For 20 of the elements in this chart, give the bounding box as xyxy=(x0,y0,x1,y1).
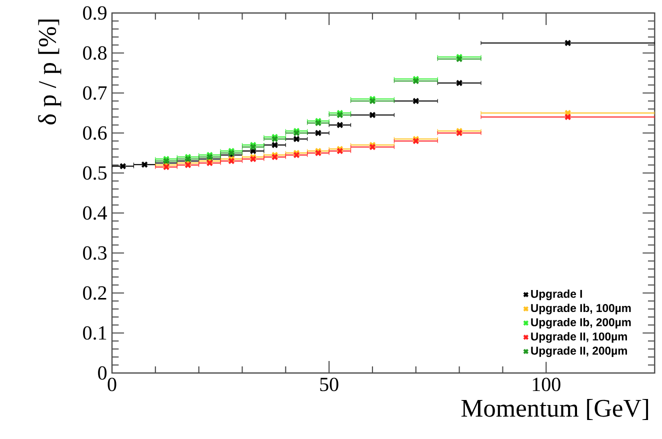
y-tick-label: 0 xyxy=(98,366,107,380)
legend-label: Upgrade I xyxy=(531,290,582,300)
legend-label: Upgrade Ib, 200µm xyxy=(531,318,631,329)
x-tick-label: 50 xyxy=(320,378,338,392)
y-tick-label: 0.2 xyxy=(83,286,106,300)
y-tick-label: 0.9 xyxy=(83,6,106,20)
legend-label: Upgrade II, 100µm xyxy=(531,332,627,343)
x-tick-label: 0 xyxy=(108,378,116,392)
x-axis-title: Momentum [GeV] xyxy=(461,399,648,420)
legend-label: Upgrade II, 200µm xyxy=(531,346,627,357)
y-tick-label: 0.5 xyxy=(83,166,107,180)
y-tick-label: 0.7 xyxy=(83,86,107,100)
y-axis-title: δ p / p [%] xyxy=(38,20,62,124)
x-tick-label: 100 xyxy=(532,378,560,392)
legend-label: Upgrade Ib, 100µm xyxy=(531,304,631,314)
y-tick-label: 0.1 xyxy=(83,326,106,340)
y-tick-label: 0.6 xyxy=(83,126,107,140)
y-tick-label: 0.3 xyxy=(83,246,107,260)
y-tick-label: 0.8 xyxy=(83,46,107,60)
y-tick-label: 0.4 xyxy=(83,206,107,220)
